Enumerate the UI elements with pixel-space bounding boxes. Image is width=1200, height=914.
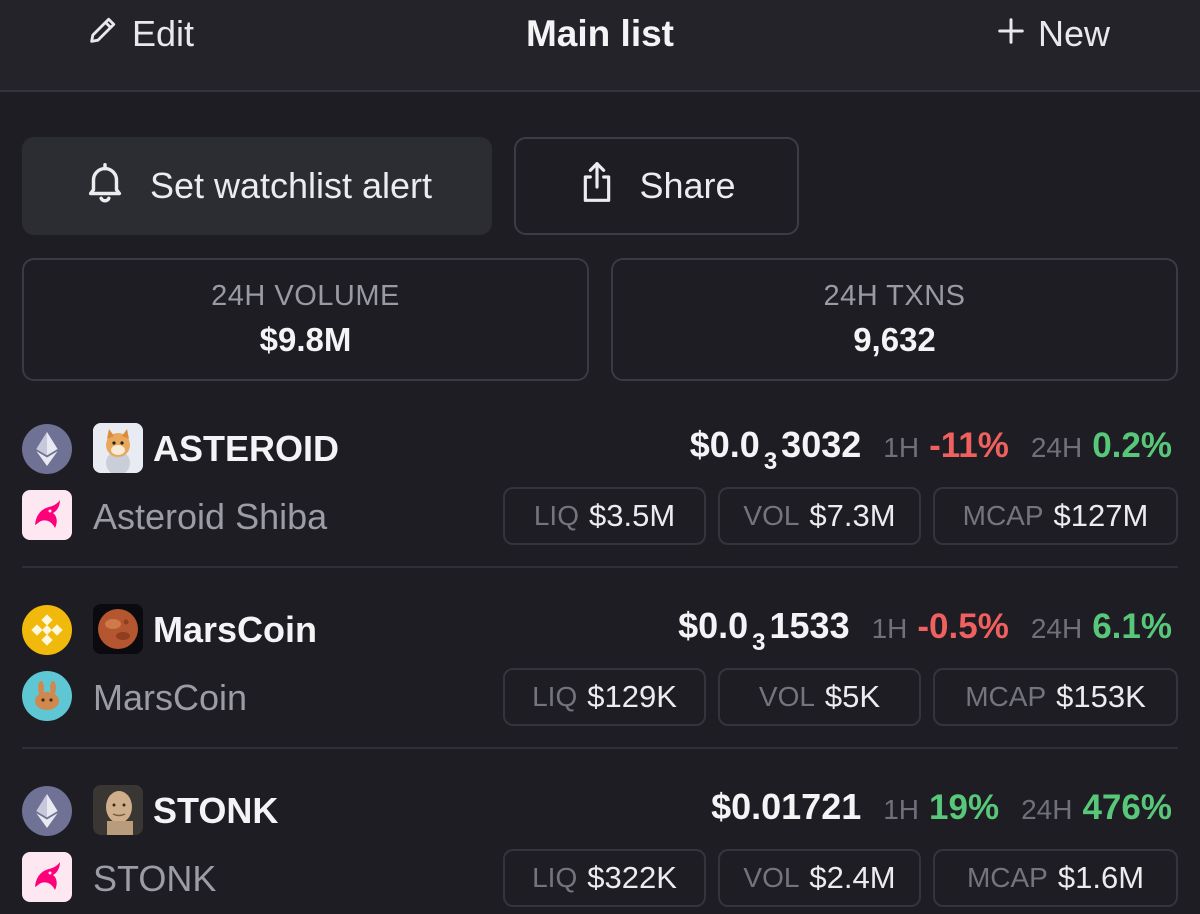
24h-label: 24H — [1021, 794, 1073, 825]
token-price: $0.01721 — [711, 786, 862, 827]
token-price: $0.0 3 3032 — [689, 424, 862, 475]
volume-pill: VOL $5K — [718, 668, 921, 726]
price-line: $0.0 3 1533 1H -0.5% 24H 6.1% — [678, 605, 1172, 656]
liquidity-pill: LIQ $322K — [503, 849, 706, 907]
txns-value: 9,632 — [853, 321, 936, 358]
change-1h: -0.5% — [917, 607, 1009, 646]
page-title: Main list — [525, 13, 675, 54]
volume-label: 24H VOLUME — [211, 280, 400, 312]
change-1h: 19% — [929, 788, 1000, 827]
new-label: New — [1037, 13, 1110, 54]
1h-label: 1H — [883, 794, 920, 825]
token-price: $0.0 3 1533 — [678, 605, 850, 656]
pencil-icon — [86, 13, 120, 56]
1h-label: 1H — [871, 613, 908, 644]
1h-label: 1H — [883, 432, 920, 463]
txns-stat-card: 24H TXNS 9,632 — [611, 258, 1178, 381]
volume-pill: VOL $7.3M — [718, 487, 921, 545]
change-24h: 0.2% — [1092, 426, 1172, 465]
ethereum-icon — [22, 424, 72, 474]
change-24h: 476% — [1082, 788, 1172, 827]
token-symbol: STONK — [153, 790, 279, 831]
share-label: Share — [639, 165, 736, 206]
ethereum-icon — [22, 786, 72, 836]
volume-pill: VOL $2.4M — [718, 849, 921, 907]
set-watchlist-alert-button[interactable]: Set watchlist alert — [22, 137, 492, 235]
uniswap-icon — [22, 490, 72, 540]
edit-label: Edit — [132, 13, 195, 54]
token-symbol: ASTEROID — [153, 428, 340, 469]
price-line: $0.0 3 3032 1H -11% 24H 0.2% — [689, 424, 1172, 475]
price-line: $0.01721 1H 19% 24H 476% — [711, 786, 1172, 836]
share-icon — [577, 160, 617, 213]
token-name: MarsCoin — [93, 677, 248, 718]
token-row-stonk[interactable]: STONK STONK $0.01721 1H 19% 24H 476% LIQ… — [0, 766, 1200, 914]
liquidity-pill: LIQ $129K — [503, 668, 706, 726]
market-cap-pill: MCAP $127M — [933, 487, 1178, 545]
bnb-chain-icon — [22, 605, 72, 655]
alert-label: Set watchlist alert — [149, 165, 433, 206]
pancakeswap-icon — [22, 671, 72, 721]
24h-label: 24H — [1030, 432, 1083, 463]
market-cap-pill: MCAP $1.6M — [933, 849, 1178, 907]
volume-value: $9.8M — [259, 321, 352, 358]
volume-stat-card: 24H VOLUME $9.8M — [22, 258, 589, 381]
marscoin-token-avatar — [93, 604, 143, 654]
row-divider — [22, 747, 1178, 749]
asteroid-token-avatar — [93, 423, 143, 473]
uniswap-icon — [22, 852, 72, 902]
plus-icon — [996, 13, 1026, 55]
24h-label: 24H — [1030, 613, 1083, 644]
liquidity-pill: LIQ $3.5M — [503, 487, 706, 545]
row-divider — [22, 566, 1178, 568]
top-bar: Edit Main list New — [0, 0, 1200, 92]
new-list-button[interactable]: New — [996, 12, 1110, 56]
change-24h: 6.1% — [1092, 607, 1172, 646]
change-1h: -11% — [929, 426, 1009, 465]
token-name: Asteroid Shiba — [93, 496, 328, 537]
token-symbol: MarsCoin — [153, 609, 318, 650]
edit-button[interactable]: Edit — [86, 12, 194, 56]
token-row-marscoin[interactable]: MarsCoin MarsCoin $0.0 3 1533 1H -0.5% 24H… — [0, 585, 1200, 765]
market-cap-pill: MCAP $153K — [933, 668, 1178, 726]
txns-label: 24H TXNS — [823, 280, 966, 312]
token-name: STONK — [93, 858, 217, 899]
stonk-token-avatar — [93, 785, 143, 835]
share-button[interactable]: Share — [514, 137, 799, 235]
bell-icon — [82, 159, 128, 214]
token-row-asteroid[interactable]: ASTEROID Asteroid Shiba $0.0 3 3032 1H -11… — [0, 404, 1200, 584]
